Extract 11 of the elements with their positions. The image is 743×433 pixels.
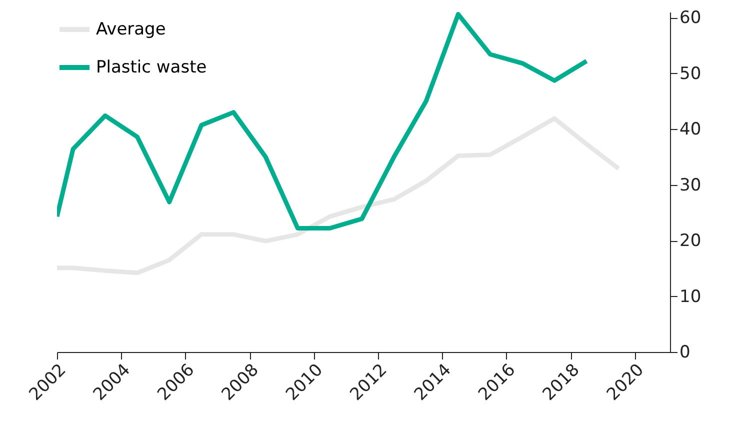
- y-tick-label: 60: [680, 8, 702, 28]
- y-tick-label: 10: [680, 286, 702, 307]
- line-series: [57, 116, 621, 276]
- y-tick-label: 50: [680, 64, 702, 84]
- legend-label: Plastic waste: [96, 58, 207, 78]
- y-tick-label: 40: [680, 120, 702, 140]
- legend-label: Average: [96, 20, 166, 40]
- line-series: [57, 12, 589, 231]
- y-tick-label: 30: [680, 175, 702, 196]
- y-tick-label: 0: [680, 342, 690, 362]
- y-tick-label: 20: [680, 231, 702, 252]
